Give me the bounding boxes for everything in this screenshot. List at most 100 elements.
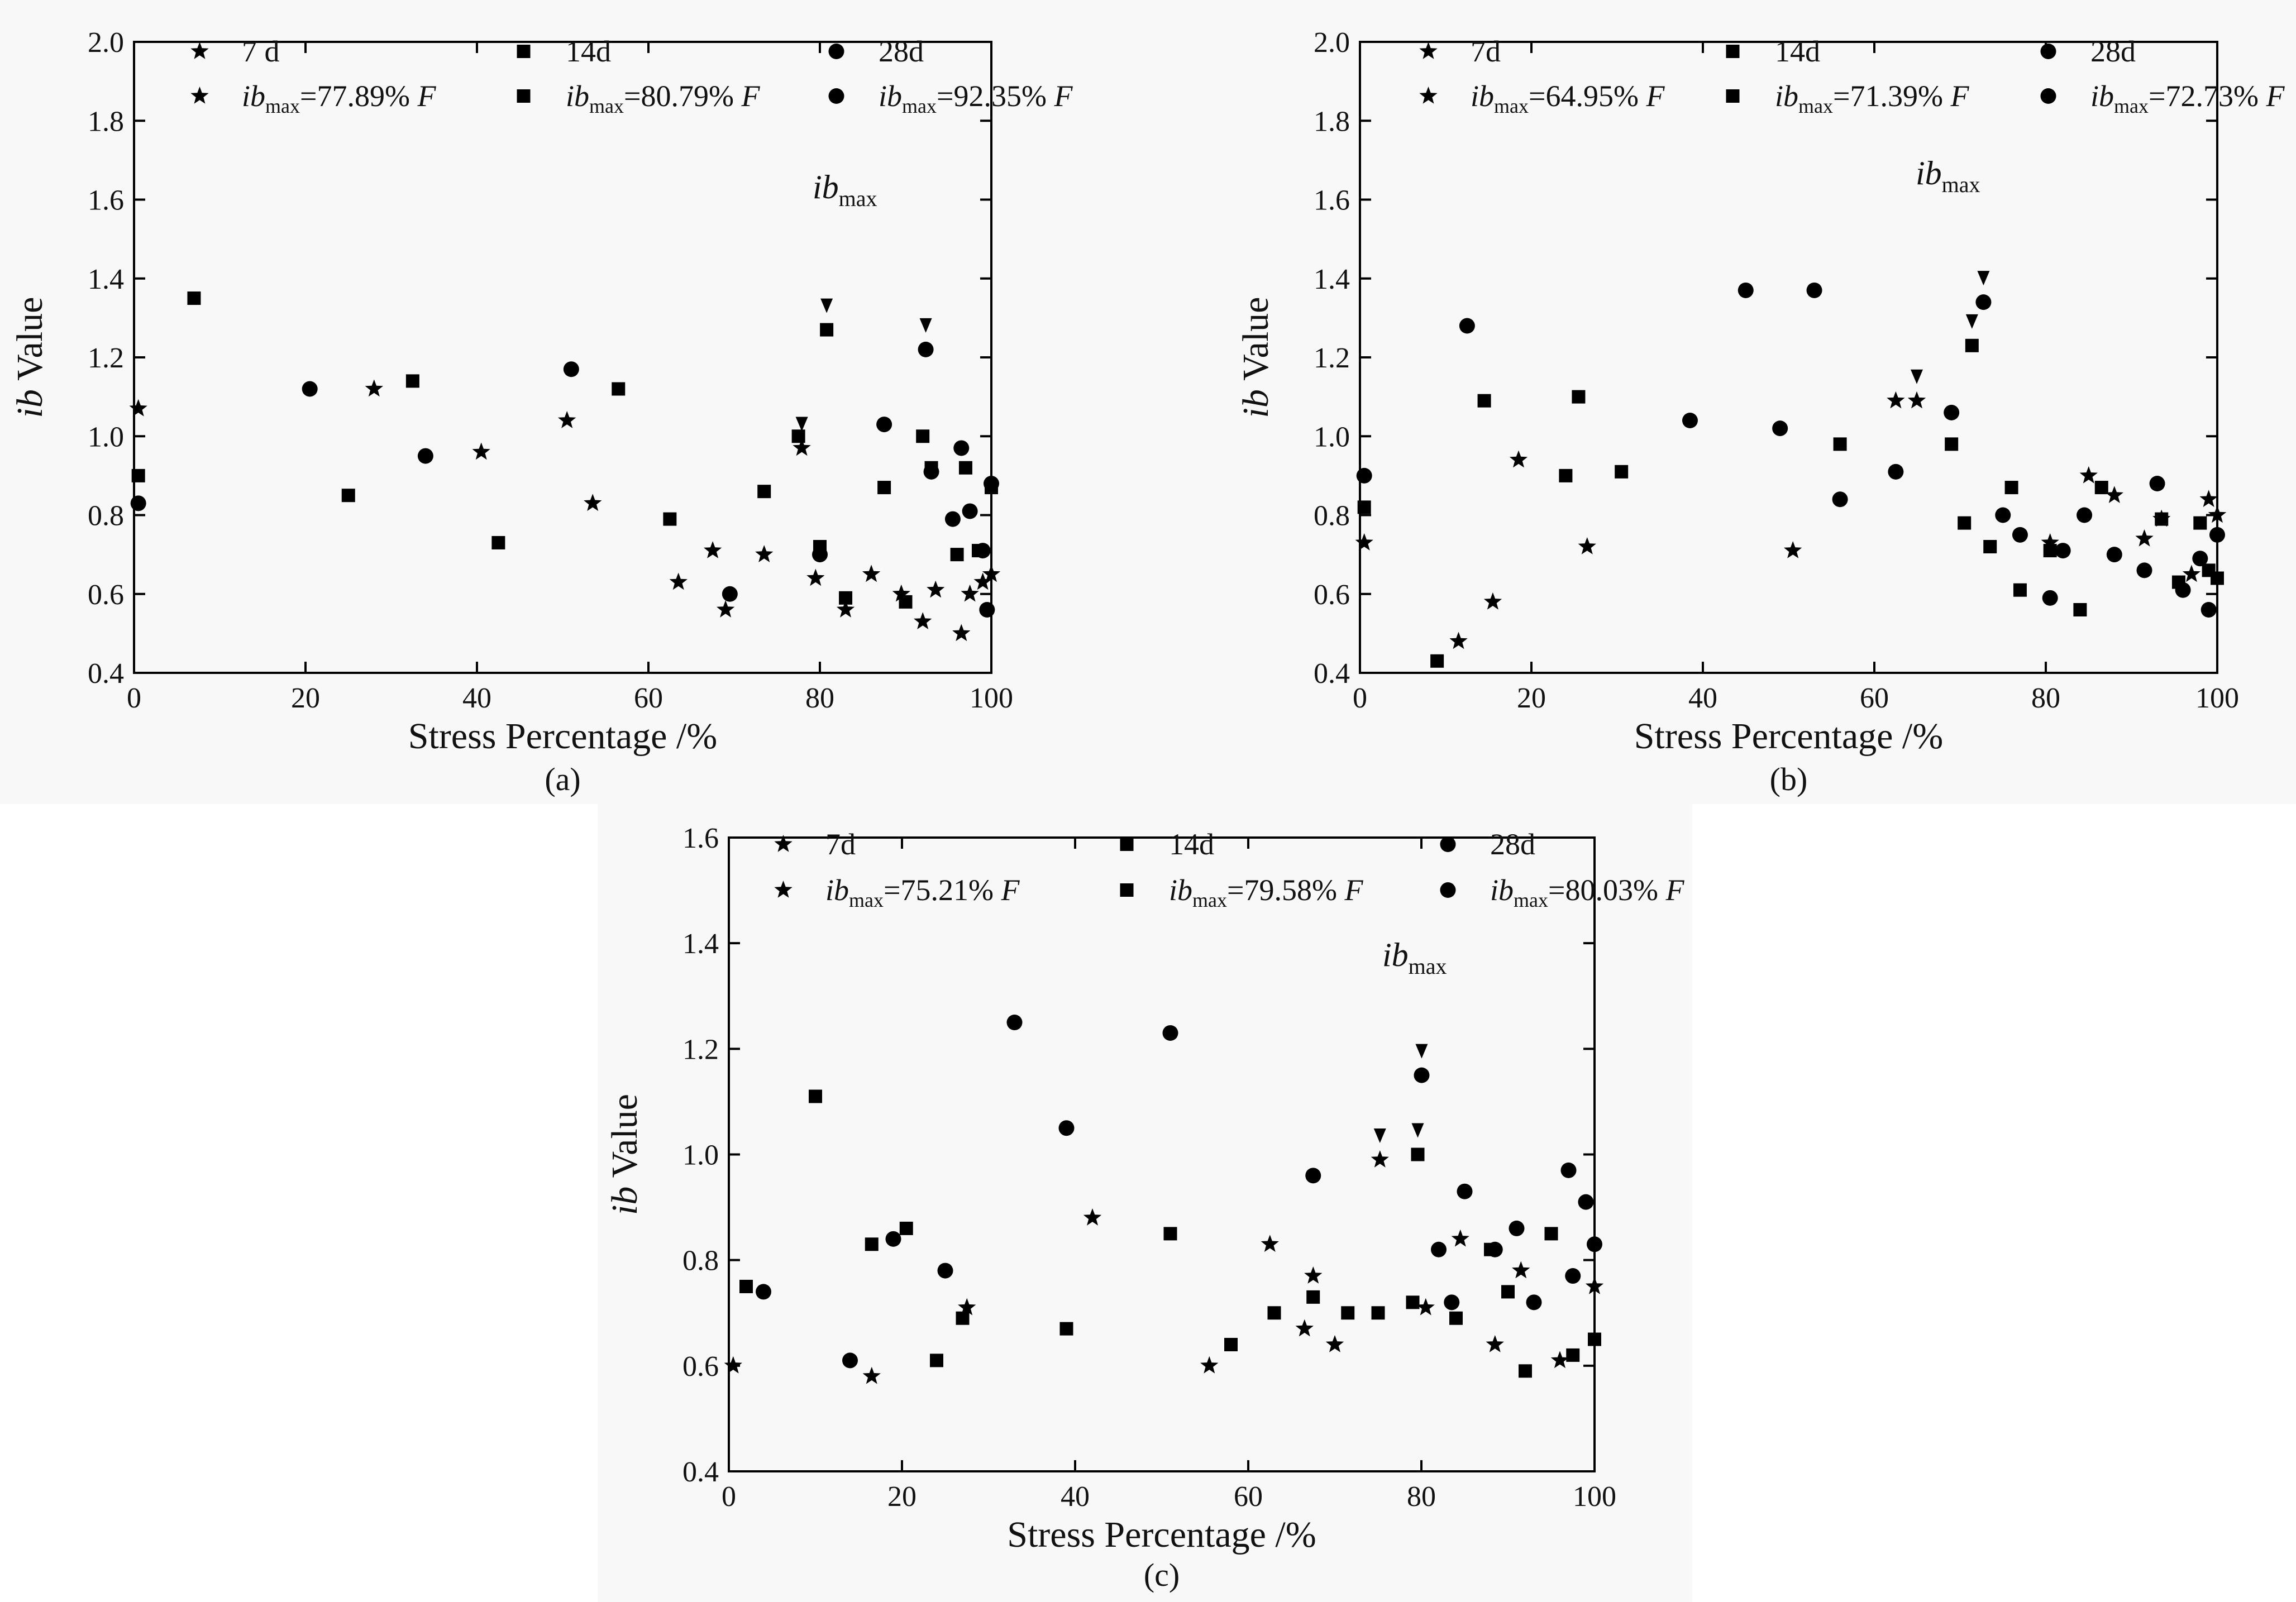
data-point-14d — [1958, 516, 1972, 530]
ibmax-annotation: ibmax — [1916, 155, 1980, 197]
data-point-14d — [341, 489, 355, 503]
data-point-28d — [1162, 1025, 1178, 1041]
legend-ib: ib — [879, 79, 902, 113]
legend-ib: ib — [566, 79, 589, 113]
data-point-14d — [1833, 437, 1847, 451]
y-tick-label: 2.0 — [88, 27, 124, 59]
panel-c: 0.4 0.6 0.8 1.0 1.2 1.4 1.6 0 20 40 60 80 100 Stress … — [604, 822, 1684, 1593]
bottom-panel-background — [598, 804, 1692, 1602]
top-panel-background — [0, 0, 2296, 804]
y-tick-label: 0.6 — [1314, 579, 1350, 611]
data-point-28d — [1888, 463, 1904, 480]
y-tick-label: 0.6 — [88, 579, 124, 611]
y-tick-label: 1.8 — [88, 106, 124, 137]
data-point-28d — [885, 1231, 901, 1247]
data-point-28d — [2136, 562, 2152, 578]
data-point-14d — [1357, 500, 1371, 514]
data-point-28d — [2077, 507, 2093, 523]
data-point-7d — [717, 600, 735, 618]
data-point-7d — [1486, 1335, 1504, 1352]
legend-f: F — [2265, 79, 2285, 113]
legend-value: =71.39% — [1833, 79, 1950, 113]
ibmax-arrowhead-28d — [919, 318, 932, 333]
data-point-7d — [793, 438, 811, 456]
data-point-14d — [405, 374, 419, 388]
legend-f: F — [1665, 873, 1684, 907]
y-tick-label: 1.2 — [88, 342, 124, 374]
data-point-7d — [862, 565, 881, 582]
legend-sub: max — [1494, 95, 1529, 117]
x-tick-label: 40 — [1061, 1481, 1090, 1513]
data-point-14d — [1224, 1338, 1238, 1351]
data-point-28d — [1356, 467, 1372, 484]
legend-label-7d: ibmax=77.89% F — [242, 79, 436, 117]
y-tick-label: 0.6 — [682, 1351, 719, 1383]
data-point-14d — [820, 323, 834, 337]
legend-marker-28d — [2040, 44, 2056, 59]
data-point-28d — [1806, 282, 1822, 298]
legend-f: F — [1950, 79, 1969, 113]
legend-label-14d: 14d — [1169, 828, 1214, 861]
data-point-14d — [899, 1221, 913, 1235]
data-point-14d — [1059, 1322, 1073, 1336]
data-point-28d — [1832, 491, 1848, 508]
data-point-14d — [1559, 468, 1573, 482]
data-point-28d — [2200, 602, 2217, 618]
data-point-7d — [1512, 1261, 1530, 1279]
data-point-28d — [979, 602, 995, 618]
legend-f: F — [1053, 79, 1073, 113]
y-tick-label: 1.2 — [1314, 342, 1350, 374]
legend-ib: ib — [1471, 79, 1494, 113]
x-tick-label: 20 — [291, 682, 320, 714]
data-point-28d — [975, 543, 991, 559]
data-point-7d — [1416, 1298, 1435, 1316]
legend-f: F — [1344, 873, 1363, 907]
data-point-14d — [839, 591, 853, 605]
x-tick-label: 20 — [1517, 682, 1546, 714]
data-point-7d — [862, 1366, 881, 1384]
data-point-7d — [365, 379, 383, 397]
legend-ib: ib — [1490, 873, 1514, 907]
legend-sub: max — [2114, 95, 2149, 117]
data-point-14d — [1615, 465, 1629, 479]
data-point-7d — [1295, 1319, 1314, 1337]
ibmax-annotation-main: ib — [813, 169, 839, 205]
data-point-7d — [952, 624, 971, 642]
data-point-28d — [2055, 543, 2071, 559]
y-tick-label: 1.4 — [1314, 264, 1350, 295]
legend-marker-7d — [1419, 42, 1438, 59]
data-point-14d — [739, 1279, 753, 1293]
data-point-7d — [755, 545, 774, 562]
legend-label-7d: 7d — [825, 828, 856, 861]
y-tick-label: 1.2 — [682, 1034, 719, 1065]
data-point-28d — [1578, 1194, 1594, 1210]
y-axis-label: ib Value — [9, 297, 50, 418]
data-point-28d — [1444, 1294, 1460, 1311]
data-point-7d — [2135, 529, 2154, 547]
legend-marker-14d — [1726, 45, 1740, 58]
data-point-28d — [2042, 590, 2058, 606]
data-point-14d — [1544, 1227, 1558, 1241]
panel-a: 0.4 0.6 0.8 1.0 1.2 1.4 1.6 1.8 2.0 0 20 40 60 80 100 S… — [9, 27, 1073, 797]
data-point-28d — [417, 448, 433, 464]
data-point-14d — [1406, 1295, 1420, 1309]
data-point-14d — [187, 291, 201, 305]
x-tick-label: 20 — [887, 1481, 917, 1513]
x-tick-label: 80 — [2031, 682, 2060, 714]
data-point-7d — [927, 580, 945, 598]
data-point-7d — [584, 494, 602, 511]
data-point-14d — [1449, 1311, 1463, 1325]
legend-label-7d: 7 d — [242, 35, 280, 68]
x-tick-label: 60 — [1860, 682, 1889, 714]
x-axis-label: Stress Percentage /% — [1007, 1514, 1316, 1555]
panel-caption: (a) — [545, 761, 580, 797]
ibmax-arrowhead-14d — [1965, 314, 1978, 329]
data-point-7d — [806, 568, 825, 586]
data-point-14d — [916, 429, 930, 443]
data-point-14d — [663, 512, 677, 526]
legend-value: =75.21% — [884, 873, 1001, 907]
data-point-28d — [923, 463, 939, 480]
legend-sub: max — [265, 95, 300, 117]
data-point-28d — [1975, 294, 1992, 310]
